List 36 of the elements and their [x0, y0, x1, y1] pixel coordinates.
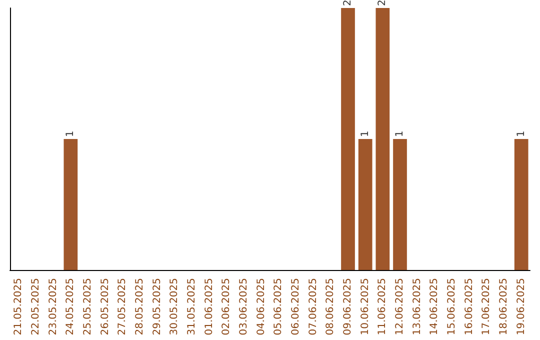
x-tick-label: 24.05.2025 — [65, 278, 76, 336]
data-label: 1 — [394, 130, 406, 137]
x-tick-label: 29.05.2025 — [152, 278, 163, 336]
x-tick-label: 14.06.2025 — [429, 278, 440, 336]
x-tick-label: 23.05.2025 — [48, 278, 59, 336]
x-tick-label: 01.06.2025 — [204, 278, 215, 336]
x-tick-label: 07.06.2025 — [308, 278, 319, 336]
data-label: 2 — [377, 0, 388, 6]
x-tick-label: 30.05.2025 — [169, 278, 180, 336]
x-tick-label: 11.06.2025 — [377, 278, 388, 336]
x-tick-label: 25.05.2025 — [82, 278, 94, 336]
x-tick-label: 21.05.2025 — [13, 278, 24, 336]
x-tick-label: 13.06.2025 — [412, 278, 423, 336]
x-tick-label: 18.06.2025 — [498, 278, 510, 336]
x-tick-label: 19.06.2025 — [516, 278, 527, 336]
x-tick-label: 10.06.2025 — [360, 278, 371, 336]
x-tick-label: 15.06.2025 — [446, 278, 458, 336]
x-tick-label: 04.06.2025 — [256, 278, 267, 336]
data-label: 1 — [65, 130, 76, 137]
x-tick-label: 31.05.2025 — [186, 278, 198, 336]
x-tick-label: 06.06.2025 — [290, 278, 302, 336]
x-tick-label: 02.06.2025 — [221, 278, 232, 336]
x-tick-label: 28.05.2025 — [134, 278, 146, 336]
x-tick-label: 26.05.2025 — [100, 278, 111, 336]
x-tick-label: 09.06.2025 — [342, 278, 354, 336]
x-tick-label: 05.06.2025 — [273, 278, 284, 336]
x-tick-label: 03.06.2025 — [238, 278, 250, 336]
x-tick-label: 08.06.2025 — [325, 278, 336, 336]
x-tick-label: 27.05.2025 — [117, 278, 128, 336]
data-label: 1 — [516, 130, 527, 137]
data-label: 1 — [360, 130, 371, 137]
x-tick-label: 22.05.2025 — [30, 278, 42, 336]
x-tick-label: 12.06.2025 — [394, 278, 406, 336]
data-label: 2 — [342, 0, 354, 6]
x-tick-label: 16.06.2025 — [464, 278, 475, 336]
x-tick-label: 17.06.2025 — [481, 278, 492, 336]
